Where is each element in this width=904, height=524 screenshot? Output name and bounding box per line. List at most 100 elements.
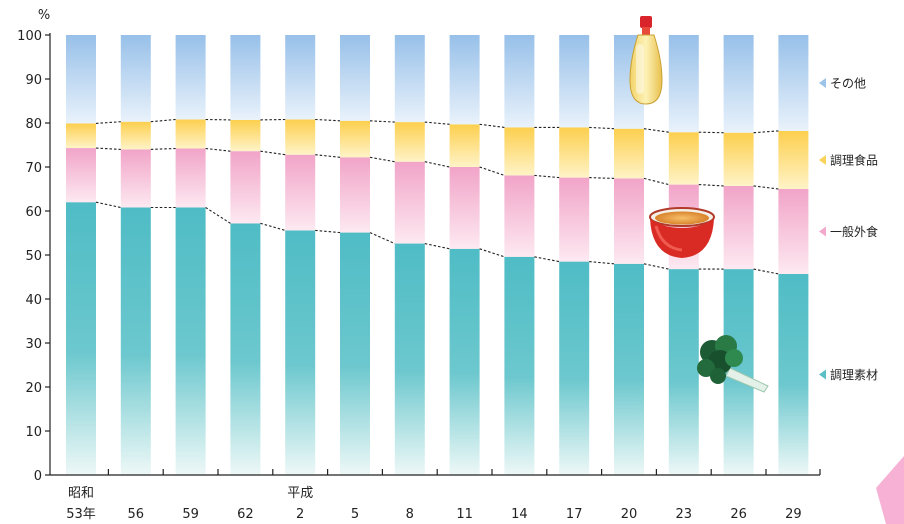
y-tick-label: 30 xyxy=(25,337,42,352)
bar-segment-chori-shokuhin xyxy=(66,123,96,148)
legend-marker-icon xyxy=(819,226,826,237)
series-boundary-connector xyxy=(589,177,615,179)
series-boundary-connector xyxy=(315,229,341,234)
series-boundary-connector xyxy=(698,184,724,187)
bar-segment-sonota xyxy=(668,35,699,133)
bar-segment-ippan-gaishoku xyxy=(175,148,206,208)
series-boundary-connector xyxy=(424,243,450,250)
bar-segment-sonota xyxy=(778,35,809,131)
series-boundary-connector xyxy=(753,185,779,190)
y-tick-label: 60 xyxy=(25,205,42,220)
bar-segment-chori-sozai xyxy=(559,261,590,475)
series-boundary-connector xyxy=(369,156,395,163)
bar-segment-chori-shokuhin xyxy=(559,127,590,178)
x-tick-label: 2 xyxy=(296,507,304,522)
legend-label: 一般外食 xyxy=(830,224,878,239)
bar-segment-sonota xyxy=(723,35,754,133)
series-boundary-connector xyxy=(95,201,121,209)
x-tick-label: 59 xyxy=(182,507,199,522)
series-boundary-connector xyxy=(643,263,669,270)
bar-segment-sonota xyxy=(394,35,425,123)
bar-segment-chori-shokuhin xyxy=(175,119,206,149)
bar-segment-sonota xyxy=(120,35,151,122)
bar-segment-chori-sozai xyxy=(504,256,535,475)
x-tick-label: 23 xyxy=(676,507,693,522)
series-boundary-connector xyxy=(698,131,724,134)
bar-segment-sonota xyxy=(449,35,480,125)
bar-segment-ippan-gaishoku xyxy=(778,189,809,274)
bar-segment-ippan-gaishoku xyxy=(230,151,261,224)
bar-segment-chori-sozai xyxy=(778,273,809,475)
bar-segment-chori-sozai xyxy=(449,248,480,475)
legend-marker-icon xyxy=(819,77,826,88)
series-boundary-connector xyxy=(369,120,395,123)
legend-label: 調理素材 xyxy=(830,368,878,382)
bar-segment-sonota xyxy=(340,35,370,121)
bar-segment-chori-sozai xyxy=(120,207,151,475)
x-tick-label: 53年 xyxy=(66,507,96,522)
series-boundary-connector xyxy=(150,118,176,123)
bar-segment-chori-shokuhin xyxy=(504,127,535,176)
series-boundary-connector xyxy=(95,147,121,150)
y-tick-label: 80 xyxy=(25,117,42,132)
y-tick-label: 20 xyxy=(25,381,42,396)
bar-segment-ippan-gaishoku xyxy=(285,154,316,231)
bar-segment-sonota xyxy=(66,35,96,124)
y-tick-label: 100 xyxy=(17,29,42,44)
series-boundary-connector xyxy=(479,248,505,258)
bar-segment-sonota xyxy=(230,35,261,120)
y-tick-label: 0 xyxy=(34,469,42,484)
bar-segment-ippan-gaishoku xyxy=(449,167,480,249)
bar-segment-sonota xyxy=(285,35,316,120)
bar-segment-sonota xyxy=(504,35,535,128)
y-tick-label: 10 xyxy=(25,425,42,440)
x-tick-label: 5 xyxy=(351,507,359,522)
series-boundary-connector xyxy=(479,123,505,128)
series-boundary-connector xyxy=(260,222,286,231)
y-tick-label: 90 xyxy=(25,73,42,88)
bar-segment-chori-shokuhin xyxy=(449,124,480,167)
x-tick-label: 56 xyxy=(128,507,145,522)
bar-segment-chori-shokuhin xyxy=(230,119,261,152)
series-boundary-connector xyxy=(260,150,286,156)
series-boundary-connector xyxy=(315,118,341,122)
bar-segment-ippan-gaishoku xyxy=(120,149,151,208)
y-tick-label: 50 xyxy=(25,249,42,264)
legend-item: 調理素材 xyxy=(819,368,878,382)
series-boundary-connector xyxy=(479,166,505,176)
y-unit-label: % xyxy=(38,8,50,23)
series-boundary-connector xyxy=(150,147,176,150)
x-tick-label: 26 xyxy=(730,507,747,522)
decorative-pink-corner xyxy=(876,456,904,524)
series-boundary-connector xyxy=(534,174,560,179)
legend-marker-icon xyxy=(819,154,826,165)
bar-segment-chori-shokuhin xyxy=(614,128,644,179)
bar-segment-chori-shokuhin xyxy=(394,122,425,162)
bar-segment-ippan-gaishoku xyxy=(723,185,754,270)
bar-segment-chori-sozai xyxy=(340,232,370,475)
bar-segment-ippan-gaishoku xyxy=(614,178,644,264)
x-tick-label: 11 xyxy=(456,507,473,522)
x-tick-label: 29 xyxy=(785,507,802,522)
series-boundary-connector xyxy=(753,268,779,275)
legend-item: その他 xyxy=(819,76,866,90)
bar-segment-ippan-gaishoku xyxy=(559,177,590,262)
legend-label: その他 xyxy=(830,76,866,90)
series-boundary-connector xyxy=(424,161,450,168)
bar-segment-chori-sozai xyxy=(614,263,644,475)
x-tick-label: 14 xyxy=(511,507,528,522)
x-era-label: 平成 xyxy=(287,486,313,501)
bar-segment-chori-shokuhin xyxy=(723,132,754,186)
x-tick-label: 20 xyxy=(621,507,638,522)
x-era-label: 昭和 xyxy=(68,486,94,501)
legend-marker-icon xyxy=(819,369,826,380)
bar-segment-chori-shokuhin xyxy=(340,120,370,158)
series-boundary-connector xyxy=(369,232,396,245)
x-tick-label: 17 xyxy=(566,507,583,522)
y-tick-label: 70 xyxy=(25,161,42,176)
legend-item: 一般外食 xyxy=(819,224,878,239)
bar-segment-chori-shokuhin xyxy=(668,132,699,185)
soup-bowl-icon xyxy=(649,207,715,258)
bar-segment-sonota xyxy=(559,35,590,128)
